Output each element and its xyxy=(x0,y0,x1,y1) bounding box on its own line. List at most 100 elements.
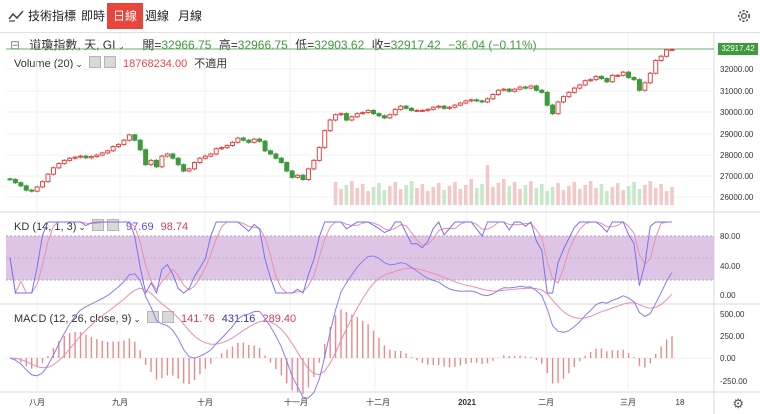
settings-icon[interactable] xyxy=(91,219,104,231)
candle xyxy=(360,112,366,115)
close-icon[interactable] xyxy=(106,219,119,231)
volume-label[interactable]: Volume (20) xyxy=(14,58,74,70)
candle xyxy=(604,78,610,83)
volume-bar xyxy=(458,189,463,205)
candle xyxy=(83,155,89,159)
candle xyxy=(72,156,78,159)
gear-icon[interactable] xyxy=(736,8,752,29)
logo-icon[interactable] xyxy=(8,9,24,28)
candle xyxy=(284,162,290,172)
candle xyxy=(550,104,556,115)
chevron-down-icon[interactable]: ⌄ xyxy=(75,59,83,69)
volume-bar xyxy=(626,186,631,205)
candle xyxy=(354,113,360,118)
candle xyxy=(316,147,322,161)
candle xyxy=(224,145,230,149)
candle xyxy=(219,147,225,150)
time-tick: 八月 xyxy=(29,398,45,407)
kd-tick: 0.00 xyxy=(720,291,736,300)
kd-label[interactable]: KD (14, 1, 3) xyxy=(14,221,77,233)
tab-realtime[interactable]: 即時 xyxy=(81,9,106,23)
price-tick: 32000.00 xyxy=(720,65,754,74)
candle xyxy=(414,109,420,112)
candle xyxy=(474,99,480,102)
macd-line xyxy=(9,255,673,399)
candle xyxy=(99,152,105,156)
macd-tick: 500.00 xyxy=(720,310,745,319)
candle xyxy=(506,88,512,92)
candle xyxy=(78,155,84,158)
candle xyxy=(419,109,425,112)
symbol-legend: ⊟ 道瓊指數, 天, GI ⌄ 開=32966.75 高=32966.75 低=3… xyxy=(10,38,537,52)
candle xyxy=(246,139,252,143)
candle xyxy=(7,178,13,181)
candle xyxy=(392,108,398,116)
candle xyxy=(409,107,415,111)
macd-tick: 250.00 xyxy=(720,332,745,341)
chevron-down-icon[interactable]: ⌄ xyxy=(133,314,141,324)
volume-bar xyxy=(545,191,549,205)
chevron-down-icon[interactable]: ⌄ xyxy=(78,222,86,232)
tab-daily[interactable]: 日線 xyxy=(107,3,144,29)
candle xyxy=(620,71,626,76)
candle xyxy=(94,154,100,158)
volume-bar xyxy=(420,184,425,205)
candle xyxy=(468,99,474,102)
tab-monthly[interactable]: 月線 xyxy=(178,9,203,23)
candle xyxy=(34,186,40,192)
volume-bar xyxy=(605,191,609,205)
time-tick: 二月 xyxy=(538,398,554,407)
collapse-icon[interactable]: ⊟ xyxy=(10,38,21,52)
volume-note: 不適用 xyxy=(194,58,228,70)
volume-bar xyxy=(388,186,392,205)
volume-bar xyxy=(447,186,452,205)
close-icon[interactable] xyxy=(103,56,116,68)
candle xyxy=(387,114,393,119)
gear-icon[interactable]: ⚙ xyxy=(732,396,744,411)
candle xyxy=(642,82,648,91)
toolbar: 技術指標 即時 日線 週線 月線 xyxy=(0,0,760,33)
volume-bar xyxy=(333,182,338,205)
macd-tick: -250.00 xyxy=(720,377,748,386)
time-tick: 十月 xyxy=(197,397,213,407)
candle xyxy=(598,75,604,80)
symbol-name[interactable]: 道瓊指數, 天, GI xyxy=(29,38,116,52)
macd-value-1: 141.76 xyxy=(181,313,215,325)
candle xyxy=(609,74,615,83)
volume-bar xyxy=(556,183,560,205)
high-label: 高 xyxy=(218,38,231,52)
settings-icon[interactable] xyxy=(88,56,101,68)
candle xyxy=(588,79,594,82)
candle xyxy=(425,108,431,111)
candle xyxy=(311,159,317,170)
high-value: 32966.75 xyxy=(237,38,288,52)
candle xyxy=(495,89,501,95)
volume-bar xyxy=(583,185,587,205)
volume-bar xyxy=(344,185,349,205)
candle xyxy=(305,168,311,180)
indicator-menu[interactable]: 技術指標 xyxy=(28,9,77,23)
candle xyxy=(251,138,257,143)
close-icon[interactable] xyxy=(161,311,174,323)
time-tick: 九月 xyxy=(112,398,128,407)
candle xyxy=(653,60,659,74)
candle xyxy=(50,167,56,175)
macd-value-2: 431.16 xyxy=(221,313,256,325)
macd-label[interactable]: MACD (12, 26, close, 9) xyxy=(14,313,132,325)
candle xyxy=(371,109,377,115)
volume-bar xyxy=(610,187,615,205)
candle xyxy=(170,153,176,159)
candle xyxy=(56,163,62,169)
candle xyxy=(430,106,436,110)
volume-bar xyxy=(523,185,528,205)
candle xyxy=(669,49,675,52)
low-label: 低 xyxy=(295,38,308,52)
kd-band xyxy=(6,236,714,280)
volume-bar xyxy=(577,189,582,205)
candle xyxy=(615,74,621,77)
time-tick: 十二月 xyxy=(366,397,390,407)
tab-weekly[interactable]: 週線 xyxy=(145,9,170,23)
chevron-down-icon[interactable]: ⌄ xyxy=(117,41,125,51)
time-tick: 三月 xyxy=(620,398,636,407)
settings-icon[interactable] xyxy=(146,311,159,323)
